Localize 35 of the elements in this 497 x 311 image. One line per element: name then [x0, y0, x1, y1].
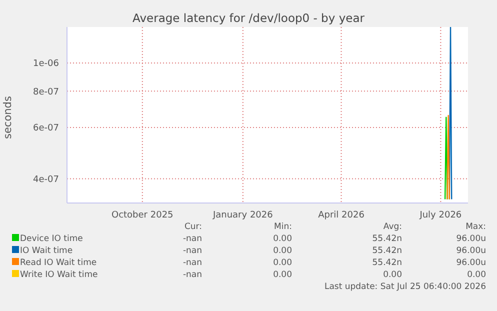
- text: 0.00: [272, 245, 292, 257]
- text: 96.00u: [455, 257, 486, 269]
- text: 55.42n: [371, 245, 402, 257]
- text: 0.00: [466, 269, 486, 281]
- text: 55.42n: [371, 257, 402, 269]
- legend-label: Device IO time: [19, 233, 84, 245]
- text: -nan: [182, 233, 202, 245]
- text: 0.00: [382, 269, 402, 281]
- text: 0.00: [272, 257, 292, 269]
- text: 96.00u: [455, 245, 486, 257]
- text: 0.00: [272, 269, 292, 281]
- text: Cur:: [183, 221, 202, 233]
- y-tick-label: 1e-06: [33, 59, 60, 70]
- x-tick-label: April 2026: [318, 210, 365, 220]
- text: -nan: [182, 245, 202, 257]
- y-tick-label: 4e-07: [33, 174, 59, 185]
- legend-label: Read IO Wait time: [19, 257, 98, 269]
- text: 55.42n: [371, 233, 402, 245]
- text: Max:: [464, 221, 486, 233]
- y-tick-label: 6e-07: [33, 124, 59, 134]
- x-tick-label: January 2026: [212, 210, 274, 220]
- text: -nan: [182, 257, 202, 269]
- chart-title: Average latency for /dev/loop0 - by year: [132, 11, 366, 25]
- text: 96.00u: [455, 233, 486, 245]
- text: Min:: [273, 221, 292, 233]
- text: Last update: Sat Jul 25 06:40:00 2026: [323, 281, 486, 293]
- y-tick-label: 8e-07: [33, 87, 59, 98]
- legend-label: IO Wait time: [19, 245, 74, 257]
- legend-label: Write IO Wait time: [19, 269, 99, 281]
- text: Avg:: [382, 221, 402, 233]
- x-tick-label: July 2026: [418, 210, 462, 220]
- y-axis-title: seconds: [2, 96, 14, 139]
- x-tick-label: October 2025: [111, 210, 174, 220]
- text: -nan: [182, 269, 202, 281]
- text: 0.00: [272, 233, 292, 245]
